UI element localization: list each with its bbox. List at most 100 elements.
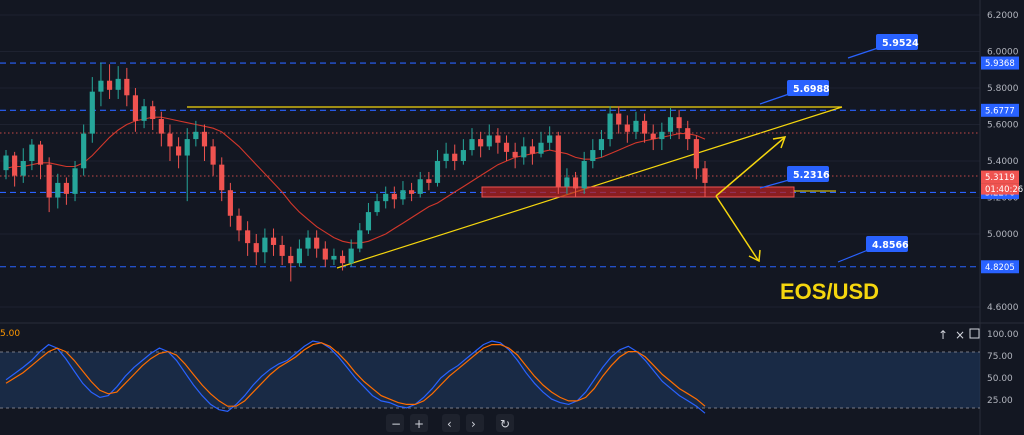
callout-box [787, 166, 829, 182]
pane-up-button[interactable]: ↑ [936, 328, 949, 342]
indicator-axis: 100.00 75.00 50.00 25.00 [987, 330, 1019, 406]
candle-body [210, 146, 216, 165]
price-tick-label: 4.6000 [987, 303, 1019, 313]
scroll-left-button[interactable]: ‹ [442, 414, 460, 432]
candle-body [124, 78, 130, 96]
zoom-in-button[interactable]: + [410, 414, 428, 432]
indicator-left-label: 5.00 [0, 329, 20, 339]
candle-body [581, 161, 587, 189]
bottom-controls: − + ‹ › ↻ [386, 414, 514, 432]
candle-body [365, 212, 372, 231]
candle-body [331, 255, 337, 260]
candle-body [201, 131, 208, 147]
support-zone [481, 186, 795, 198]
candle-body [37, 144, 44, 165]
candle-body [607, 113, 613, 140]
indicator-tick-label: 25.00 [987, 396, 1013, 406]
callout-label: 4.8566 [872, 240, 909, 251]
price-badge-label: 5.3119 [985, 173, 1015, 183]
horizontal-levels [0, 62, 980, 268]
candle-body [12, 155, 18, 176]
forecast-arrows [715, 136, 787, 263]
candle-body [383, 193, 389, 202]
countdown-badge [981, 183, 1019, 195]
candle-body [322, 248, 328, 260]
price-tick-label: 5.0000 [987, 230, 1019, 240]
candle-body [305, 237, 311, 249]
candles [3, 62, 708, 282]
indicator-pane: 5.00 100.00 75.00 50.00 25.00 [0, 322, 1024, 414]
candle-body [106, 80, 113, 90]
candle-body [288, 255, 294, 264]
zoom-out-button[interactable]: − [386, 414, 404, 432]
candle-body [374, 201, 380, 213]
candle-body [158, 119, 164, 134]
price-tick-label: 6.2000 [987, 11, 1019, 21]
pane-close-button[interactable]: × [953, 328, 966, 342]
callout-label: 5.9524 [882, 38, 919, 49]
candle-body [434, 161, 441, 183]
candle-body [262, 237, 268, 253]
reset-chart-button[interactable]: ↻ [496, 414, 514, 432]
callout-pointer [759, 179, 790, 189]
candle-body [176, 146, 182, 156]
candle-body [452, 153, 458, 161]
callout-pointer [847, 47, 879, 59]
candle-body [167, 133, 173, 147]
candle-body [115, 78, 121, 90]
candle-body [296, 248, 302, 264]
candle-body [616, 113, 622, 125]
candle-body [503, 142, 510, 152]
candle-body [314, 237, 320, 249]
overbought-oversold-band [0, 352, 980, 408]
price-badge [981, 170, 1019, 184]
candle-body [676, 117, 682, 129]
callout-pointer [837, 249, 869, 263]
price-badge-label: 5.6777 [985, 106, 1015, 116]
price-badge [981, 56, 1019, 70]
callout-box [787, 80, 829, 96]
price-tick-label: 5.6000 [987, 121, 1019, 131]
candle-body [184, 139, 190, 156]
price-tick-label: 5.4000 [987, 157, 1019, 167]
arrow-up-icon: ↑ [938, 328, 948, 342]
bullish-arrow-head [772, 136, 787, 149]
candle-body [443, 153, 449, 161]
candle-body [150, 106, 156, 120]
candle-body [547, 135, 553, 143]
chart-title: EOS/USD [780, 279, 879, 304]
candle-body [667, 117, 674, 132]
candle-body [512, 151, 518, 158]
candle-body [426, 179, 432, 183]
candle-body [650, 133, 656, 140]
candle-body [538, 142, 544, 154]
maximize-icon [969, 328, 980, 339]
candle-body [391, 193, 397, 200]
candle-body [236, 215, 242, 231]
candle-body [590, 150, 596, 161]
candle-body [89, 91, 95, 134]
scroll-right-button[interactable]: › [466, 414, 484, 432]
indicator-tick-label: 50.00 [987, 374, 1013, 384]
candle-body [270, 237, 277, 245]
price-tick-label: 6.0000 [987, 48, 1019, 58]
chevron-left-icon: ‹ [447, 417, 452, 431]
candle-body [529, 146, 535, 154]
candle-body [81, 133, 87, 169]
candle-body [339, 255, 346, 264]
stochastic-d-line [5, 342, 706, 407]
candle-body [55, 182, 61, 198]
pane-maximize-button[interactable] [969, 328, 980, 339]
candle-body [20, 161, 26, 176]
callout-box [876, 34, 918, 50]
bullish-arrow-shaft [715, 137, 785, 197]
candle-body [486, 135, 492, 147]
candle-body [469, 139, 475, 151]
price-badge-label: 5.9368 [985, 59, 1015, 69]
callout-pointer [759, 93, 790, 105]
close-icon: × [955, 328, 965, 342]
candle-body [132, 95, 139, 121]
minus-icon: − [391, 417, 401, 431]
price-badge-label: 4.8205 [985, 263, 1015, 273]
